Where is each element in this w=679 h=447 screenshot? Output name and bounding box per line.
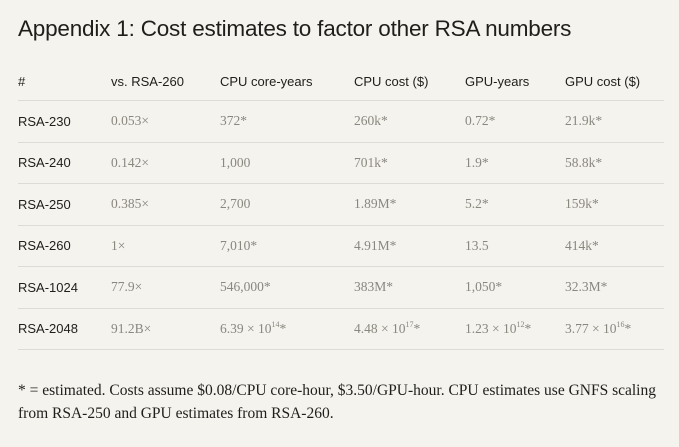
cell-cpu-core-years: 7,010* <box>220 225 354 267</box>
row-label: RSA-260 <box>18 225 111 267</box>
table-header-row: # vs. RSA-260 CPU core-years CPU cost ($… <box>18 62 664 101</box>
cell-exponent: 14 <box>271 319 280 329</box>
cell-exponent: 12 <box>516 319 525 329</box>
cell-gpu-cost: 159k* <box>565 183 664 226</box>
cell-vs-rsa-260: 91.2B× <box>111 308 220 350</box>
cell-base: 6.39 × 10 <box>220 320 272 336</box>
cell-gpu-cost: 3.77 × 1016* <box>565 308 664 350</box>
row-label: RSA-230 <box>18 100 111 143</box>
cell-exponent: 16 <box>616 319 625 329</box>
cell-cpu-cost: 260k* <box>354 100 465 143</box>
table-row: RSA-1024 77.9× 546,000* 383M* 1,050* 32.3M* <box>18 266 664 309</box>
cell-cpu-core-years: 546,000* <box>220 266 354 309</box>
column-header-vs-rsa-260: vs. RSA-260 <box>111 62 220 101</box>
cell-gpu-cost: 21.9k* <box>565 100 664 143</box>
table-row: RSA-240 0.142× 1,000 701k* 1.9* 58.8k* <box>18 142 664 184</box>
cell-suffix: * <box>413 320 421 336</box>
cell-cpu-core-years: 2,700 <box>220 183 354 226</box>
footnote: * = estimated. Costs assume $0.08/CPU co… <box>18 382 656 422</box>
cell-base: 1.23 × 10 <box>465 320 517 336</box>
column-header-gpu-years: GPU-years <box>465 62 565 101</box>
cell-gpu-years: 0.72* <box>465 100 565 143</box>
cell-cpu-cost: 383M* <box>354 266 465 309</box>
cell-gpu-cost: 414k* <box>565 225 664 267</box>
row-label: RSA-250 <box>18 183 111 226</box>
cell-cpu-cost: 701k* <box>354 142 465 184</box>
cell-gpu-years: 5.2* <box>465 183 565 226</box>
cell-cpu-core-years: 6.39 × 1014* <box>220 308 354 350</box>
page-title: Appendix 1: Cost estimates to factor oth… <box>18 16 572 41</box>
row-label: RSA-1024 <box>18 266 111 309</box>
cell-vs-rsa-260: 1× <box>111 225 220 267</box>
column-header-cpu-cost: CPU cost ($) <box>354 62 465 101</box>
table-row: RSA-250 0.385× 2,700 1.89M* 5.2* 159k* <box>18 183 664 226</box>
cell-cpu-cost: 4.48 × 1017* <box>354 308 465 350</box>
cell-gpu-years: 1.23 × 1012* <box>465 308 565 350</box>
cell-gpu-years: 1,050* <box>465 266 565 309</box>
cell-suffix: * <box>524 320 532 336</box>
table-row: RSA-2048 91.2B× 6.39 × 1014* 4.48 × 1017* 1.… <box>18 308 664 350</box>
table-row: RSA-260 1× 7,010* 4.91M* 13.5 414k* <box>18 225 664 267</box>
cell-vs-rsa-260: 77.9× <box>111 266 220 309</box>
cell-vs-rsa-260: 0.053× <box>111 100 220 143</box>
cost-estimates-table: # vs. RSA-260 CPU core-years CPU cost ($… <box>18 62 664 350</box>
column-header-number: # <box>18 62 111 101</box>
cell-vs-rsa-260: 0.142× <box>111 142 220 184</box>
cell-suffix: * <box>624 320 632 336</box>
cell-vs-rsa-260: 0.385× <box>111 183 220 226</box>
cell-gpu-years: 1.9* <box>465 142 565 184</box>
cell-suffix: * <box>279 320 287 336</box>
cell-cpu-core-years: 1,000 <box>220 142 354 184</box>
cell-gpu-years: 13.5 <box>465 225 565 267</box>
cell-cpu-core-years: 372* <box>220 100 354 143</box>
column-header-gpu-cost: GPU cost ($) <box>565 62 664 101</box>
cell-base: 4.48 × 10 <box>354 320 406 336</box>
row-label: RSA-240 <box>18 142 111 184</box>
cell-gpu-cost: 58.8k* <box>565 142 664 184</box>
cell-base: 3.77 × 10 <box>565 320 617 336</box>
row-label: RSA-2048 <box>18 308 111 350</box>
column-header-cpu-core-years: CPU core-years <box>220 62 354 101</box>
table-row: RSA-230 0.053× 372* 260k* 0.72* 21.9k* <box>18 100 664 143</box>
cell-cpu-cost: 1.89M* <box>354 183 465 226</box>
cell-gpu-cost: 32.3M* <box>565 266 664 309</box>
cell-cpu-cost: 4.91M* <box>354 225 465 267</box>
cell-exponent: 17 <box>405 319 414 329</box>
